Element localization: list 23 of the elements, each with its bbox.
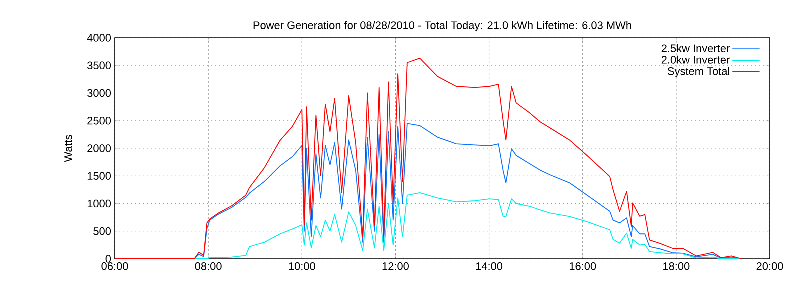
y-tick-label: 1500 bbox=[88, 172, 112, 180]
x-tick-label: 14:00 bbox=[476, 262, 503, 270]
legend-label: 2.5kw Inverter bbox=[662, 44, 730, 52]
x-tick-label: 18:00 bbox=[664, 262, 690, 270]
x-tick-label: 08:00 bbox=[195, 262, 222, 270]
chart-title: Power Generation for 08/28/2010 - Total Today: 21.0 kWh Lifetime: 6.03 MWh bbox=[254, 21, 632, 32]
y-axis-title: Watts bbox=[64, 135, 72, 162]
y-tick-label: 2000 bbox=[88, 144, 112, 152]
y-tick-label: 2500 bbox=[88, 117, 112, 125]
y-tick-label: 0 bbox=[106, 255, 112, 263]
legend-label: 2.0kw Inverter bbox=[662, 56, 730, 64]
y-tick-label: 3000 bbox=[88, 89, 112, 98]
y-tick-label: 500 bbox=[94, 228, 112, 236]
x-tick-label: 10:00 bbox=[289, 262, 316, 270]
y-tick-label: 1000 bbox=[88, 200, 112, 208]
line-series bbox=[115, 58, 742, 259]
x-tick-label: 16:00 bbox=[570, 262, 596, 270]
y-tick-label: 4000 bbox=[87, 34, 112, 42]
x-tick-label: 20:00 bbox=[756, 262, 784, 270]
legend-label: System Total bbox=[668, 67, 730, 78]
y-tick-label: 3500 bbox=[88, 62, 112, 70]
x-tick-label: 12:00 bbox=[382, 262, 409, 270]
x-tick-label: 06:00 bbox=[102, 262, 128, 270]
